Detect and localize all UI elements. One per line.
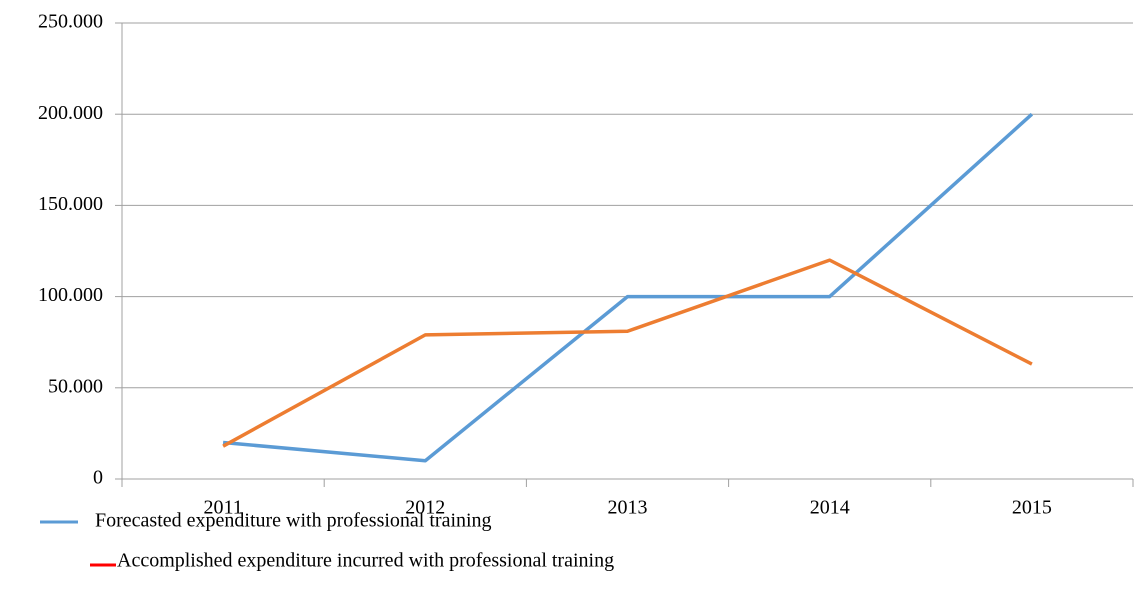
y-tick-label: 150.000 — [38, 193, 103, 215]
legend-label: Accomplished expenditure incurred with p… — [117, 550, 614, 572]
x-tick-label: 2014 — [810, 497, 850, 519]
y-tick-label: 200.000 — [38, 102, 103, 124]
y-tick-label: 100.000 — [38, 284, 103, 306]
y-tick-label: 250.000 — [38, 11, 103, 33]
x-tick-label: 2011 — [203, 497, 242, 519]
series-line — [222, 112, 1034, 463]
legend-label: Forecasted expenditure with professional… — [95, 510, 492, 532]
x-tick-label: 2015 — [1012, 497, 1052, 519]
series-line — [222, 258, 1033, 448]
y-tick-label: 0 — [93, 467, 103, 489]
y-tick-label: 50.000 — [48, 375, 103, 397]
x-tick-label: 2013 — [608, 497, 648, 519]
x-tick-label: 2012 — [405, 497, 445, 519]
